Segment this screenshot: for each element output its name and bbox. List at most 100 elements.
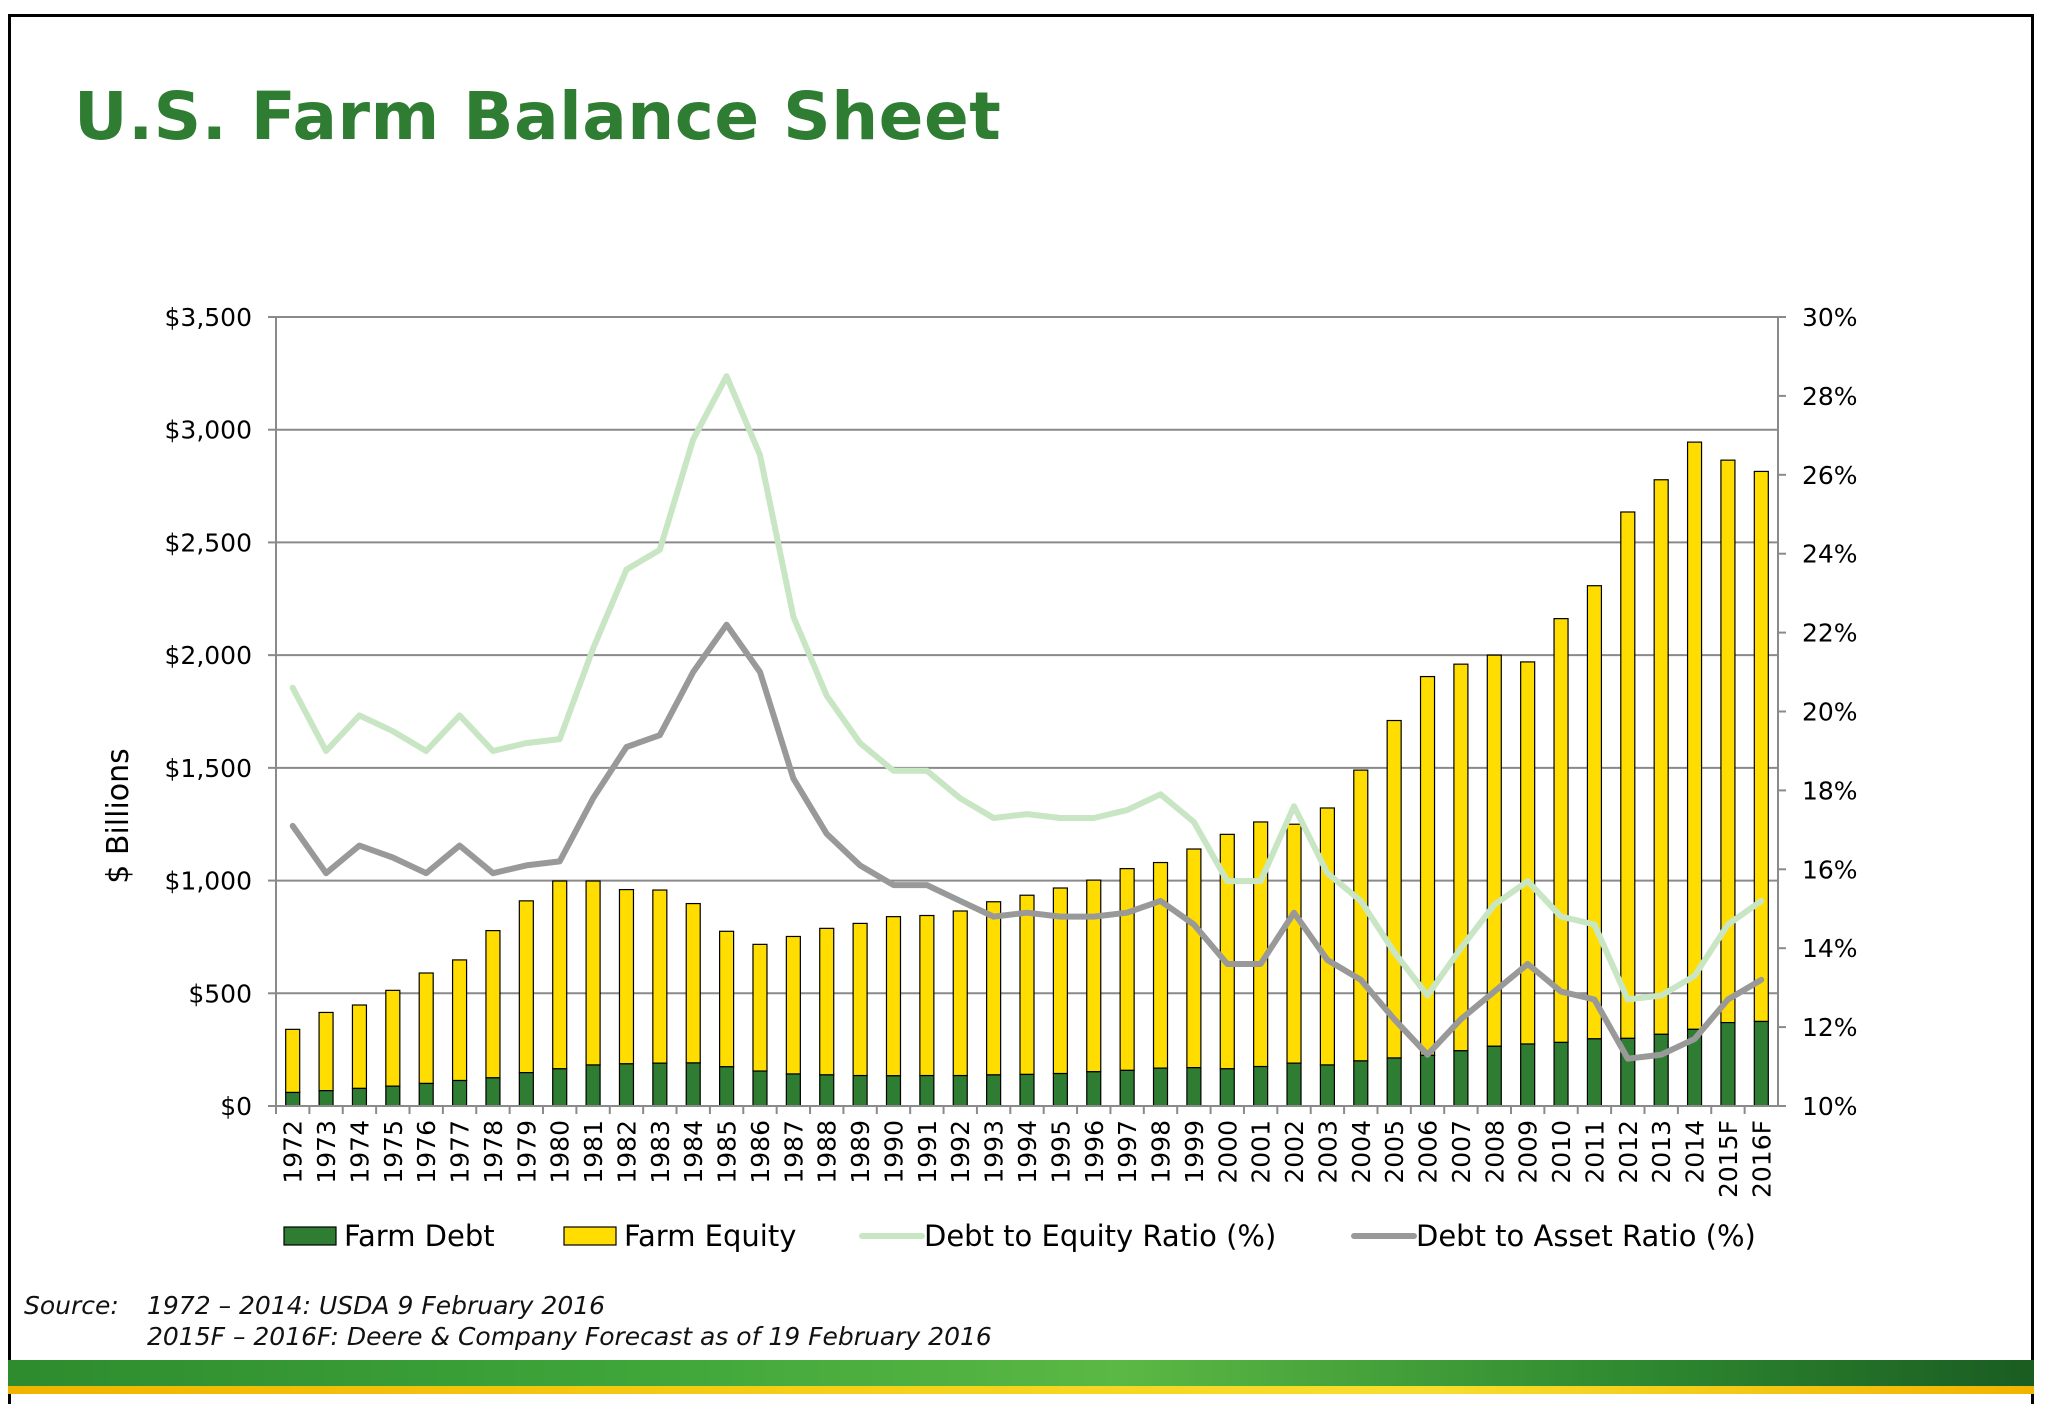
bar-farm-equity — [1553, 618, 1569, 1044]
x-tick-label: 1994 — [1013, 1120, 1042, 1184]
bar-farm-debt — [418, 1082, 434, 1107]
x-tick-label: 1985 — [713, 1120, 742, 1184]
bar-farm-equity — [1319, 807, 1336, 1066]
y2-tick-label: 10% — [1802, 1092, 1858, 1121]
bar-farm-debt — [485, 1077, 501, 1107]
bar-farm-debt — [552, 1068, 568, 1107]
y-tick-label: $3,500 — [165, 303, 252, 332]
x-tick-label: 2003 — [1313, 1120, 1342, 1184]
bar-farm-equity — [986, 901, 1002, 1076]
y-tick-label: $1,500 — [165, 754, 252, 783]
legend-farm-debt-label: Farm Debt — [344, 1219, 495, 1253]
bar-farm-debt — [1520, 1043, 1536, 1107]
bar-farm-equity — [718, 930, 735, 1068]
bar-farm-debt — [1753, 1020, 1769, 1107]
y-tick-label: $3,000 — [165, 416, 252, 445]
x-tick-label: 1972 — [279, 1120, 308, 1184]
y2-tick-label: 14% — [1802, 934, 1858, 963]
y2-tick-label: 16% — [1802, 855, 1858, 884]
x-tick-label: 1974 — [345, 1120, 374, 1184]
bar-farm-equity — [1753, 470, 1769, 1023]
bar-farm-debt — [1653, 1033, 1669, 1107]
x-tick-label: 2005 — [1380, 1120, 1409, 1184]
x-tick-label: 2004 — [1347, 1120, 1376, 1184]
x-tick-label: 2010 — [1547, 1120, 1576, 1184]
bar-farm-debt — [1353, 1060, 1369, 1107]
x-tick-label: 1973 — [312, 1120, 341, 1184]
legend-farm-equity-swatch — [563, 1226, 617, 1246]
bar-farm-debt — [1052, 1072, 1068, 1107]
x-tick-label: 1986 — [746, 1120, 775, 1184]
bar-farm-equity — [685, 902, 701, 1064]
bar-farm-equity — [1686, 441, 1703, 1030]
x-tick-label: 1996 — [1080, 1120, 1109, 1184]
bar-farm-debt — [752, 1070, 768, 1107]
x-tick-label: 2007 — [1447, 1120, 1476, 1184]
bar-farm-equity — [485, 930, 501, 1079]
bar-farm-equity — [919, 914, 935, 1077]
x-tick-label: 1982 — [612, 1120, 641, 1184]
x-tick-label: 2013 — [1647, 1120, 1676, 1184]
bar-farm-equity — [552, 880, 568, 1070]
x-tick-label: 1998 — [1147, 1120, 1176, 1184]
bar-farm-equity — [1286, 823, 1302, 1064]
y2-tick-label: 30% — [1802, 303, 1858, 332]
footer-green-band — [8, 1360, 2034, 1386]
legend-debt-to-asset-label: Debt to Asset Ratio (%) — [1416, 1219, 1756, 1253]
bar-farm-debt — [685, 1062, 701, 1107]
bar-farm-debt — [518, 1072, 534, 1107]
bar-farm-debt — [819, 1074, 835, 1107]
chart-legend: Farm Debt Farm Equity Debt to Equity Ratio… — [283, 1219, 1756, 1253]
chart-axes — [268, 316, 1786, 1114]
y2-tick-label: 22% — [1802, 619, 1858, 648]
y-tick-label: $2,000 — [165, 641, 252, 670]
x-tick-label: 1990 — [879, 1120, 908, 1184]
bar-farm-equity — [1386, 719, 1402, 1059]
x-tick-label: 2002 — [1280, 1120, 1309, 1184]
bar-farm-equity — [1520, 661, 1536, 1045]
bar-farm-equity — [652, 889, 668, 1064]
bar-farm-debt — [1419, 1054, 1436, 1107]
bar-farm-equity — [1453, 663, 1469, 1052]
bar-farm-debt — [885, 1075, 902, 1107]
y-tick-label: $1,000 — [165, 867, 252, 896]
x-tick-label: 1991 — [913, 1120, 942, 1184]
bar-farm-debt — [785, 1073, 801, 1107]
bar-farm-debt — [1086, 1071, 1102, 1107]
x-tick-label: 1980 — [546, 1120, 575, 1184]
bar-farm-equity — [952, 910, 968, 1077]
bar-farm-equity — [852, 922, 868, 1077]
x-tick-label: 2008 — [1480, 1120, 1509, 1184]
bar-farm-debt — [1486, 1045, 1502, 1107]
x-tick-label: 1976 — [412, 1120, 441, 1184]
bar-farm-equity — [318, 1011, 334, 1092]
y-axis-tick-labels: $0 $500 $1,000 $1,500 $2,000 $2,500 $3,000 $3,5… — [165, 303, 252, 1121]
y2-tick-label: 18% — [1802, 776, 1858, 805]
chart-bars — [285, 441, 1769, 1107]
bar-farm-debt — [585, 1064, 601, 1107]
y-tick-label: $0 — [220, 1092, 252, 1121]
bar-farm-debt — [451, 1079, 468, 1107]
bar-farm-debt — [852, 1074, 868, 1107]
legend-debt-to-equity-label: Debt to Equity Ratio (%) — [924, 1219, 1276, 1253]
bar-farm-debt — [285, 1091, 301, 1107]
bar-farm-debt — [952, 1074, 968, 1107]
y2-tick-label: 24% — [1802, 540, 1858, 569]
x-axis-tick-labels: 1972 1973 1974 1975 1976 1977 1978 1979 1980 1981… — [279, 1120, 1777, 1198]
bar-farm-equity — [1653, 479, 1669, 1035]
bar-farm-equity — [518, 900, 534, 1074]
bar-farm-equity — [1586, 585, 1603, 1040]
bar-farm-debt — [1553, 1041, 1569, 1107]
x-tick-label: 1988 — [813, 1120, 842, 1184]
bar-farm-equity — [385, 989, 401, 1087]
footer-yellow-band — [8, 1386, 2034, 1394]
bar-farm-equity — [1620, 511, 1636, 1039]
y-tick-label: $2,500 — [165, 528, 252, 557]
bar-farm-debt — [318, 1090, 334, 1107]
bar-farm-debt — [1019, 1073, 1035, 1107]
x-tick-label: 2011 — [1580, 1120, 1609, 1184]
bar-farm-debt — [351, 1087, 368, 1107]
x-tick-label: 1999 — [1180, 1120, 1209, 1184]
x-tick-label: 2012 — [1614, 1120, 1643, 1184]
bar-farm-debt — [1219, 1068, 1235, 1107]
